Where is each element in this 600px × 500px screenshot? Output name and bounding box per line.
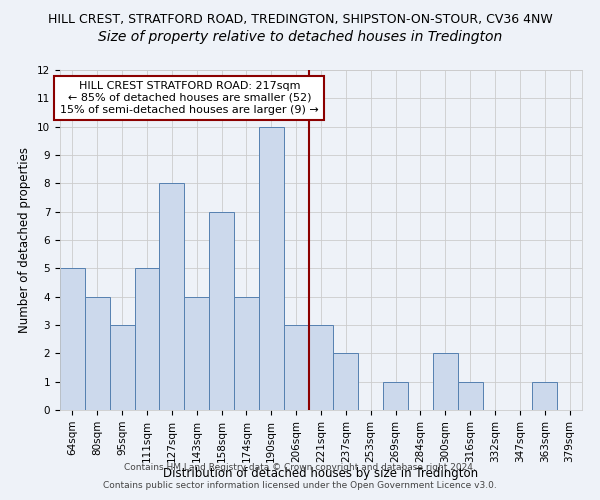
Y-axis label: Number of detached properties: Number of detached properties [19, 147, 31, 333]
Text: HILL CREST, STRATFORD ROAD, TREDINGTON, SHIPSTON-ON-STOUR, CV36 4NW: HILL CREST, STRATFORD ROAD, TREDINGTON, … [47, 12, 553, 26]
Bar [284, 325, 308, 410]
Bar [110, 325, 134, 410]
Bar [308, 325, 334, 410]
Bar [334, 354, 358, 410]
Bar [259, 126, 284, 410]
Bar [532, 382, 557, 410]
Bar [60, 268, 85, 410]
Bar [184, 296, 209, 410]
Bar [85, 296, 110, 410]
Bar [458, 382, 482, 410]
Bar [209, 212, 234, 410]
Text: Size of property relative to detached houses in Tredington: Size of property relative to detached ho… [98, 30, 502, 44]
Bar [134, 268, 160, 410]
X-axis label: Distribution of detached houses by size in Tredington: Distribution of detached houses by size … [163, 468, 479, 480]
Bar [160, 184, 184, 410]
Bar [433, 354, 458, 410]
Text: HILL CREST STRATFORD ROAD: 217sqm
← 85% of detached houses are smaller (52)
15% : HILL CREST STRATFORD ROAD: 217sqm ← 85% … [60, 82, 319, 114]
Bar [234, 296, 259, 410]
Text: Contains public sector information licensed under the Open Government Licence v3: Contains public sector information licen… [103, 481, 497, 490]
Bar [383, 382, 408, 410]
Text: Contains HM Land Registry data © Crown copyright and database right 2024.: Contains HM Land Registry data © Crown c… [124, 464, 476, 472]
